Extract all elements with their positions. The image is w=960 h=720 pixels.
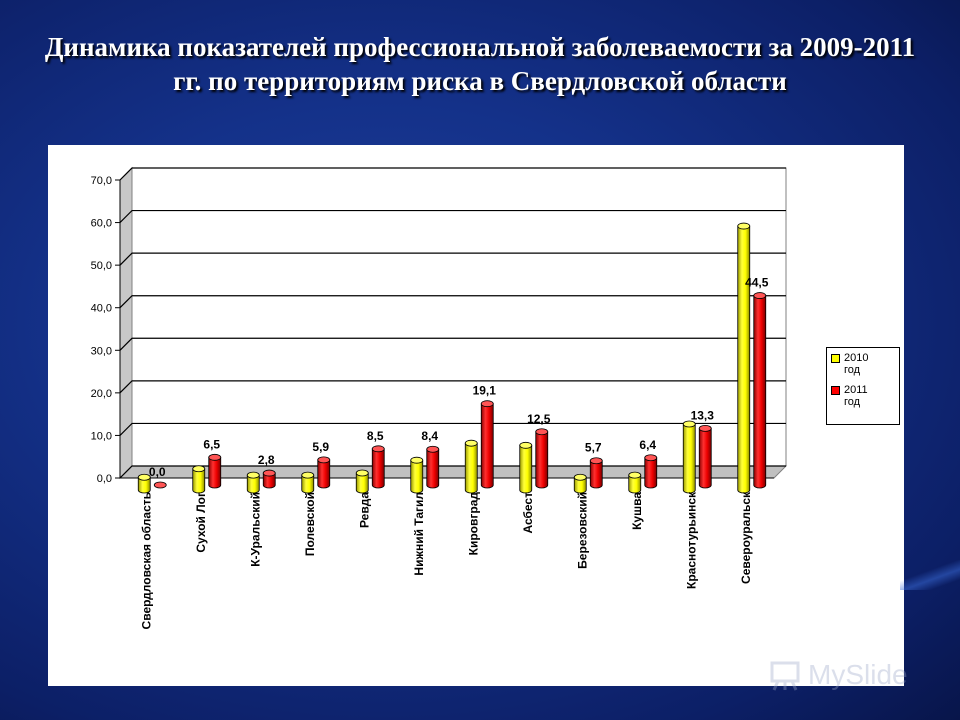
chart-legend: 2010 год 2011 год [826, 347, 900, 425]
bar-0-9 [628, 471, 642, 494]
data-label: 13,3 [691, 408, 715, 422]
gridline [119, 422, 786, 436]
chart-panel: 0,0 10,0 20,0 30,0 40,0 50,0 60,0 70,0 0,0 Сверд… [48, 145, 904, 686]
data-label: 6,4 [639, 438, 656, 452]
bar-0-6 [464, 439, 478, 494]
x-category-label: Березовский [575, 492, 589, 569]
bar-1-7 [535, 428, 549, 489]
x-category-label: Нижний Тагил [412, 492, 426, 576]
gridline [119, 380, 786, 394]
bar-0-11 [737, 222, 751, 494]
data-label: 8,5 [367, 429, 384, 443]
data-label: 8,4 [421, 429, 438, 443]
x-category-label: Свердловская область [139, 492, 153, 629]
y-tick-label: 30,0 [91, 345, 112, 357]
x-category-label: К-Уральский [248, 492, 262, 567]
data-label: 6,5 [203, 437, 220, 451]
gridline [119, 295, 786, 309]
bar-1-10 [698, 424, 712, 489]
bar-0-8 [573, 473, 587, 494]
bar-1-9 [644, 454, 658, 489]
bar-0-5 [410, 456, 424, 494]
y-tick-label: 40,0 [91, 303, 112, 315]
bar-0-7 [519, 441, 533, 494]
bar-1-11 [753, 292, 767, 489]
x-category-label: Кушва [630, 492, 644, 530]
brand-text: MySlide [808, 659, 908, 690]
brand-watermark: MySlide [768, 655, 908, 695]
legend-label-2011: 2011 год [844, 384, 868, 408]
y-tick-label: 10,0 [91, 430, 112, 442]
bar-1-8 [589, 457, 603, 489]
data-label: 5,9 [312, 440, 329, 454]
bar-1-3 [317, 456, 331, 489]
bar-0-0 [137, 473, 151, 494]
x-category-label: Североуральск [739, 491, 753, 584]
legend-item-2011: 2011 год [831, 384, 895, 408]
data-label: 19,1 [473, 384, 497, 398]
gridline [119, 337, 786, 351]
decorative-stripe [900, 560, 960, 590]
data-label: 2,8 [258, 453, 275, 467]
bar-0-1 [192, 465, 206, 494]
bar-1-4 [371, 445, 385, 489]
gridline [119, 209, 786, 223]
legend-swatch-2010 [831, 354, 840, 363]
legend-label-2010: 2010 год [844, 352, 869, 376]
x-category-label: Асбест [521, 492, 535, 534]
y-tick-label: 0,0 [97, 473, 112, 485]
y-tick-label: 50,0 [91, 260, 112, 272]
chart-side-wall [119, 166, 133, 480]
x-category-label: Сухой Лог [194, 492, 208, 553]
bar-0-4 [355, 469, 369, 494]
legend-item-2010: 2010 год [831, 352, 895, 376]
x-category-label: Ревда [357, 492, 371, 528]
y-tick-label: 70,0 [91, 175, 112, 187]
gridline [119, 167, 786, 181]
bar-chart: 0,0 10,0 20,0 30,0 40,0 50,0 60,0 70,0 0,0 Сверд… [91, 166, 788, 629]
bar-1-0 [153, 481, 167, 489]
bar-1-6 [480, 400, 494, 489]
bar-1-2 [262, 469, 276, 489]
data-label: 5,7 [585, 441, 602, 455]
y-tick-label: 60,0 [91, 218, 112, 230]
legend-swatch-2011 [831, 386, 840, 395]
brand-logo-icon [770, 661, 800, 691]
data-label: 12,5 [527, 412, 551, 426]
bar-0-2 [246, 471, 260, 494]
y-tick-label: 20,0 [91, 388, 112, 400]
x-category-label: Краснотурьинск [684, 491, 698, 589]
data-label: 44,5 [745, 276, 769, 290]
x-category-label: Кировград [466, 492, 480, 556]
bar-0-10 [682, 420, 696, 494]
bar-0-3 [301, 471, 315, 494]
bar-1-1 [208, 453, 222, 489]
gridline [119, 252, 786, 266]
data-label: 0,0 [149, 465, 166, 479]
gridline [119, 465, 786, 479]
x-category-label: Полевской [303, 492, 317, 556]
bar-1-5 [426, 445, 440, 489]
slide-title: Динамика показателей профессиональной за… [44, 32, 916, 96]
